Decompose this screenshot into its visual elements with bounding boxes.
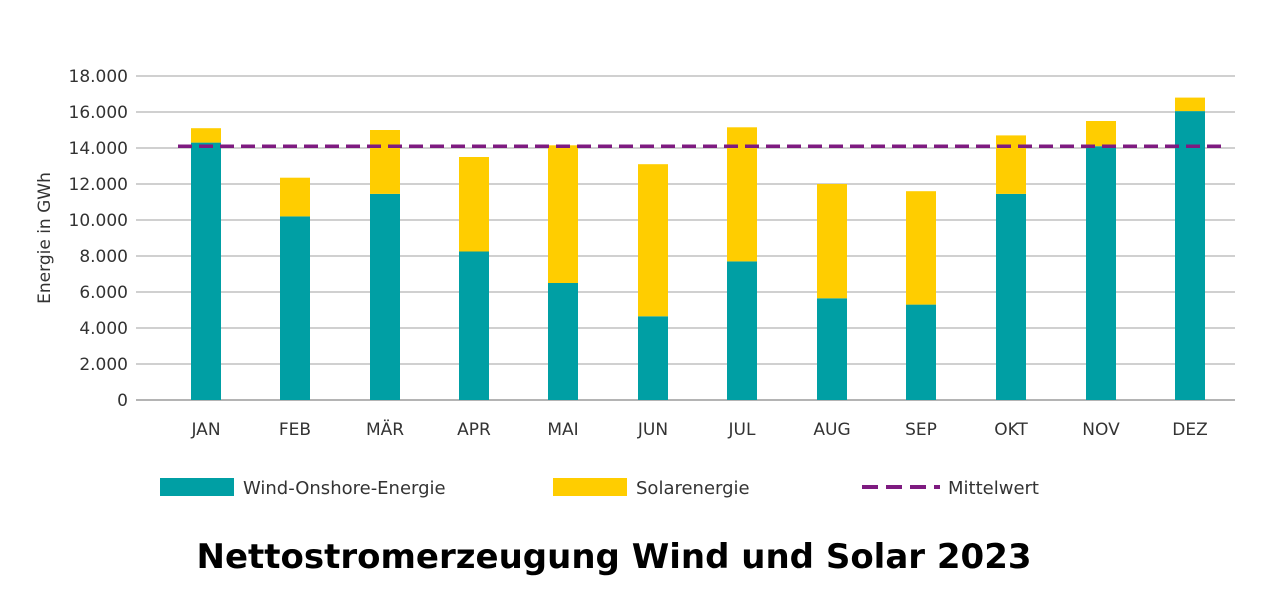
bar-jul-wind — [727, 261, 757, 400]
bar-apr-solar — [459, 157, 489, 252]
x-tick-label-mai: MAI — [547, 420, 578, 440]
bar-feb-solar — [280, 177, 310, 217]
y-tick-label-6000: 6.000 — [79, 283, 128, 303]
x-tick-label-nov: NOV — [1082, 420, 1120, 440]
bars — [191, 97, 1205, 400]
bar-okt-solar — [996, 135, 1026, 194]
y-axis-ticks: 0 2.000 4.000 6.000 8.000 10.000 12.000 14.000 1… — [69, 67, 128, 411]
chart-title: Nettostromerzeugung Wind und Solar 2023 — [196, 537, 1031, 577]
bar-nov-solar — [1086, 121, 1116, 147]
bar-jan-solar — [191, 128, 221, 143]
x-tick-label-jul: JUL — [728, 420, 756, 440]
bar-aug-wind — [817, 298, 847, 400]
legend-label-average: Mittelwert — [948, 478, 1039, 499]
gridlines — [136, 75, 1235, 401]
y-tick-label-10000: 10.000 — [69, 211, 128, 231]
x-axis-ticks: JAN FEB MÄR APR MAI JUN JUL AUG SEP OKT NOV DEZ — [190, 419, 1207, 440]
y-tick-label-12000: 12.000 — [69, 175, 128, 195]
x-tick-label-jan: JAN — [190, 420, 220, 440]
x-tick-label-dez: DEZ — [1172, 420, 1207, 440]
bar-maer-wind — [370, 193, 400, 400]
legend-label-solar: Solarenergie — [636, 478, 750, 499]
x-tick-label-sep: SEP — [905, 420, 937, 440]
x-tick-label-jun: JUN — [637, 420, 668, 440]
bar-jun-solar — [638, 164, 668, 317]
bar-sep-solar — [906, 191, 936, 305]
y-tick-label-0: 0 — [117, 391, 128, 411]
x-tick-label-okt: OKT — [994, 420, 1028, 440]
legend: Wind-Onshore-Energie Solarenergie Mittel… — [160, 478, 1039, 499]
y-axis-label: Energie in GWh — [35, 172, 55, 304]
bar-mai-wind — [548, 283, 578, 400]
y-tick-label-2000: 2.000 — [79, 355, 128, 375]
bar-jul-solar — [727, 127, 757, 262]
x-tick-label-aug: AUG — [813, 420, 850, 440]
x-tick-label-feb: FEB — [279, 420, 311, 440]
legend-swatch-solar — [553, 478, 627, 496]
y-tick-label-16000: 16.000 — [69, 103, 128, 123]
legend-swatch-wind — [160, 478, 234, 496]
bar-sep-wind — [906, 304, 936, 400]
y-tick-label-14000: 14.000 — [69, 139, 128, 159]
bar-apr-wind — [459, 251, 489, 400]
y-tick-label-4000: 4.000 — [79, 319, 128, 339]
x-tick-label-apr: APR — [457, 420, 491, 440]
bar-aug-solar — [817, 184, 847, 299]
bar-maer-solar — [370, 130, 400, 194]
bar-feb-wind — [280, 216, 310, 400]
y-tick-label-18000: 18.000 — [69, 67, 128, 87]
y-tick-label-8000: 8.000 — [79, 247, 128, 267]
bar-okt-wind — [996, 193, 1026, 400]
bar-mai-solar — [548, 145, 578, 283]
bar-dez-solar — [1175, 97, 1205, 112]
bar-dez-wind — [1175, 111, 1205, 400]
legend-label-wind: Wind-Onshore-Energie — [243, 478, 446, 499]
bar-jan-wind — [191, 142, 221, 400]
bar-nov-wind — [1086, 146, 1116, 400]
bar-jun-wind — [638, 316, 668, 400]
x-tick-label-maer: MÄR — [366, 419, 404, 440]
